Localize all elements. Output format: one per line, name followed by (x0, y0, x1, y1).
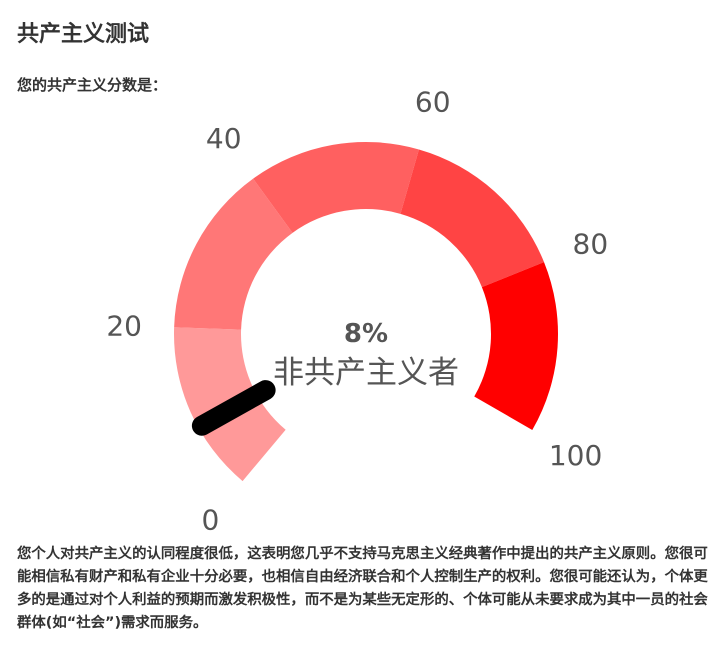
score-label: 您的共产主义分数是： (17, 76, 168, 94)
score-gauge: 0 20 40 60 80 100 8% 非共产主义者 (106, 85, 608, 536)
gauge-tick-label-100: 100 (549, 439, 602, 472)
gauge-band-60-80 (400, 149, 545, 288)
gauge-tick-label-80: 80 (573, 227, 609, 260)
gauge-band-20-40 (174, 178, 293, 330)
gauge-bands (173, 142, 558, 482)
gauge-tick-labels: 0 20 40 60 80 100 (106, 85, 608, 536)
result-description: 您个人对共产主义的认同程度很低，这表明您几乎不支持马克思主义经典著作中提出的共产… (17, 546, 708, 631)
score-percent: 8% (344, 319, 388, 349)
gauge-band-40-60 (253, 142, 419, 233)
gauge-tick-label-20: 20 (106, 310, 142, 343)
gauge-tick-label-0: 0 (202, 503, 220, 536)
page-title: 共产主义测试 (17, 22, 150, 47)
gauge-tick-label-60: 60 (415, 85, 451, 118)
gauge-band-80-100 (474, 262, 558, 430)
gauge-needle (191, 380, 276, 436)
score-category: 非共产主义者 (273, 355, 459, 391)
gauge-tick-label-40: 40 (206, 122, 242, 155)
